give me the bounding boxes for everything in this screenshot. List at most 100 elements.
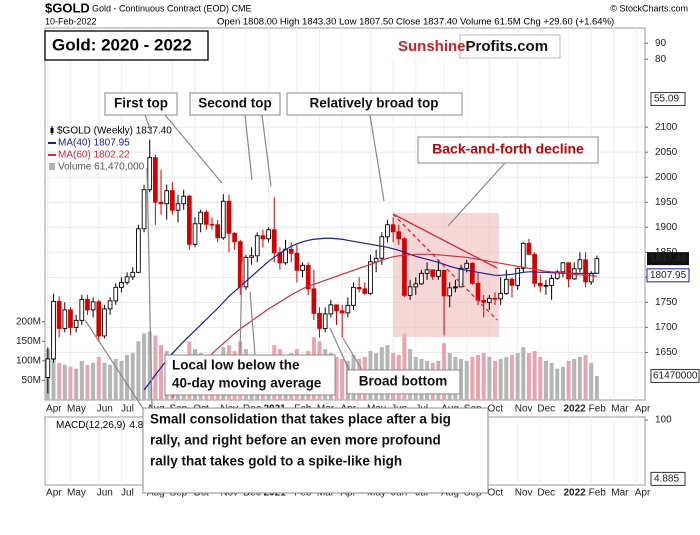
volume-bar [521,347,526,400]
candle-body [90,301,96,311]
volume-bar [515,353,520,400]
rsi-tick-label: 80 [655,54,667,65]
candle-body [441,269,447,297]
volume-bar [51,356,56,400]
candle-body [588,273,594,283]
candle-body [498,292,504,300]
volume-bar [589,362,594,400]
annotation: First top [114,96,168,111]
x-tick-label: Jul [121,404,134,415]
candle-body [481,299,487,303]
legend-entry: $GOLD (Weekly) 1837.40 [57,126,172,137]
candle-body [243,256,249,288]
macd-tick-label: 100 [655,415,672,426]
annotation-box [346,369,461,395]
annotation-box [104,92,178,116]
arrow [239,261,243,356]
candle-body [79,298,85,321]
candle-body [96,301,102,337]
trend-lines [392,213,498,321]
annotation: Broad bottom [359,374,448,389]
candle-body [130,271,136,278]
arrow [249,291,256,356]
candle-body [424,269,430,274]
rsi-value: 55.09 [654,94,679,105]
x-tick-label: 2022 [563,404,586,415]
volume-bar [74,368,79,400]
candle-body [560,262,566,273]
x-tick-label: Jun [97,404,113,415]
candle-body [136,228,141,273]
volume-bar [526,353,531,400]
arrow [244,114,253,181]
candle-body [583,259,588,283]
candle-body [402,238,407,296]
candle-body [396,231,402,240]
annotation-box [417,136,599,164]
volume-bar [459,358,464,400]
volume-bar [470,356,475,400]
candle-body [51,300,56,360]
title-box [44,30,209,61]
volume-bar [481,353,486,400]
candle-body [249,255,254,258]
candle-body [447,287,453,297]
ma-value-box [646,268,690,283]
last-price: 1837.40 [650,253,687,264]
candle-body [73,319,79,328]
brand-box [392,33,562,60]
candle-body [379,236,385,259]
ma-line [143,237,597,391]
volume-bar [464,360,469,400]
ma-line [171,253,597,398]
candle-body [153,157,158,203]
candle-body [503,278,509,294]
volume-bar [136,341,141,400]
volume-bar [334,356,339,400]
volume-bar [572,358,577,400]
volume-bar [476,354,481,400]
candle-body [305,264,311,290]
candle-body [549,277,554,286]
x-tick-label: Mar [611,404,629,415]
annotation-box [142,407,489,494]
candle-body [85,298,90,311]
legend: $GOLD (Weekly) 1837.40 MA(40) 1807.95 MA… [48,126,172,173]
candle-body [475,282,481,301]
y-tick-label: 1750 [655,297,678,308]
candle-body [509,278,515,286]
candle-body [334,304,339,312]
legend-entry: Volume 61,470,000 [58,162,145,173]
volume-bar [102,362,107,400]
annotation: Relatively broad top [309,96,438,111]
candle-body [594,258,600,274]
volume-bar [147,331,152,400]
annotation-line: rally that takes gold to a spike-like hi… [150,454,402,469]
brand-part: Sunshine [398,38,466,55]
x-tick-label: Apr [635,488,651,499]
candle-body [317,312,322,329]
candle-body [220,200,226,239]
candle-body [300,264,305,271]
candle-body [537,282,543,287]
candle-body [186,195,192,245]
volume-bar [509,354,514,400]
candle-body [147,157,153,191]
trend-line [392,213,498,269]
y-tick-label: 1900 [655,222,678,233]
arrow [369,114,385,202]
moving-averages [143,237,597,398]
x-tick-label: Apr [46,488,62,499]
candle-body [368,261,373,294]
volume-bar [543,360,548,400]
y-tick-label: 1650 [655,347,678,358]
x-tick-label: Mar [611,488,629,499]
candle-body [119,281,124,288]
price-panel [44,27,646,401]
arrow [144,114,153,135]
candle-body [271,229,277,254]
candle-body [328,304,334,315]
volume-bar [91,362,96,400]
last-price-box [647,252,689,266]
